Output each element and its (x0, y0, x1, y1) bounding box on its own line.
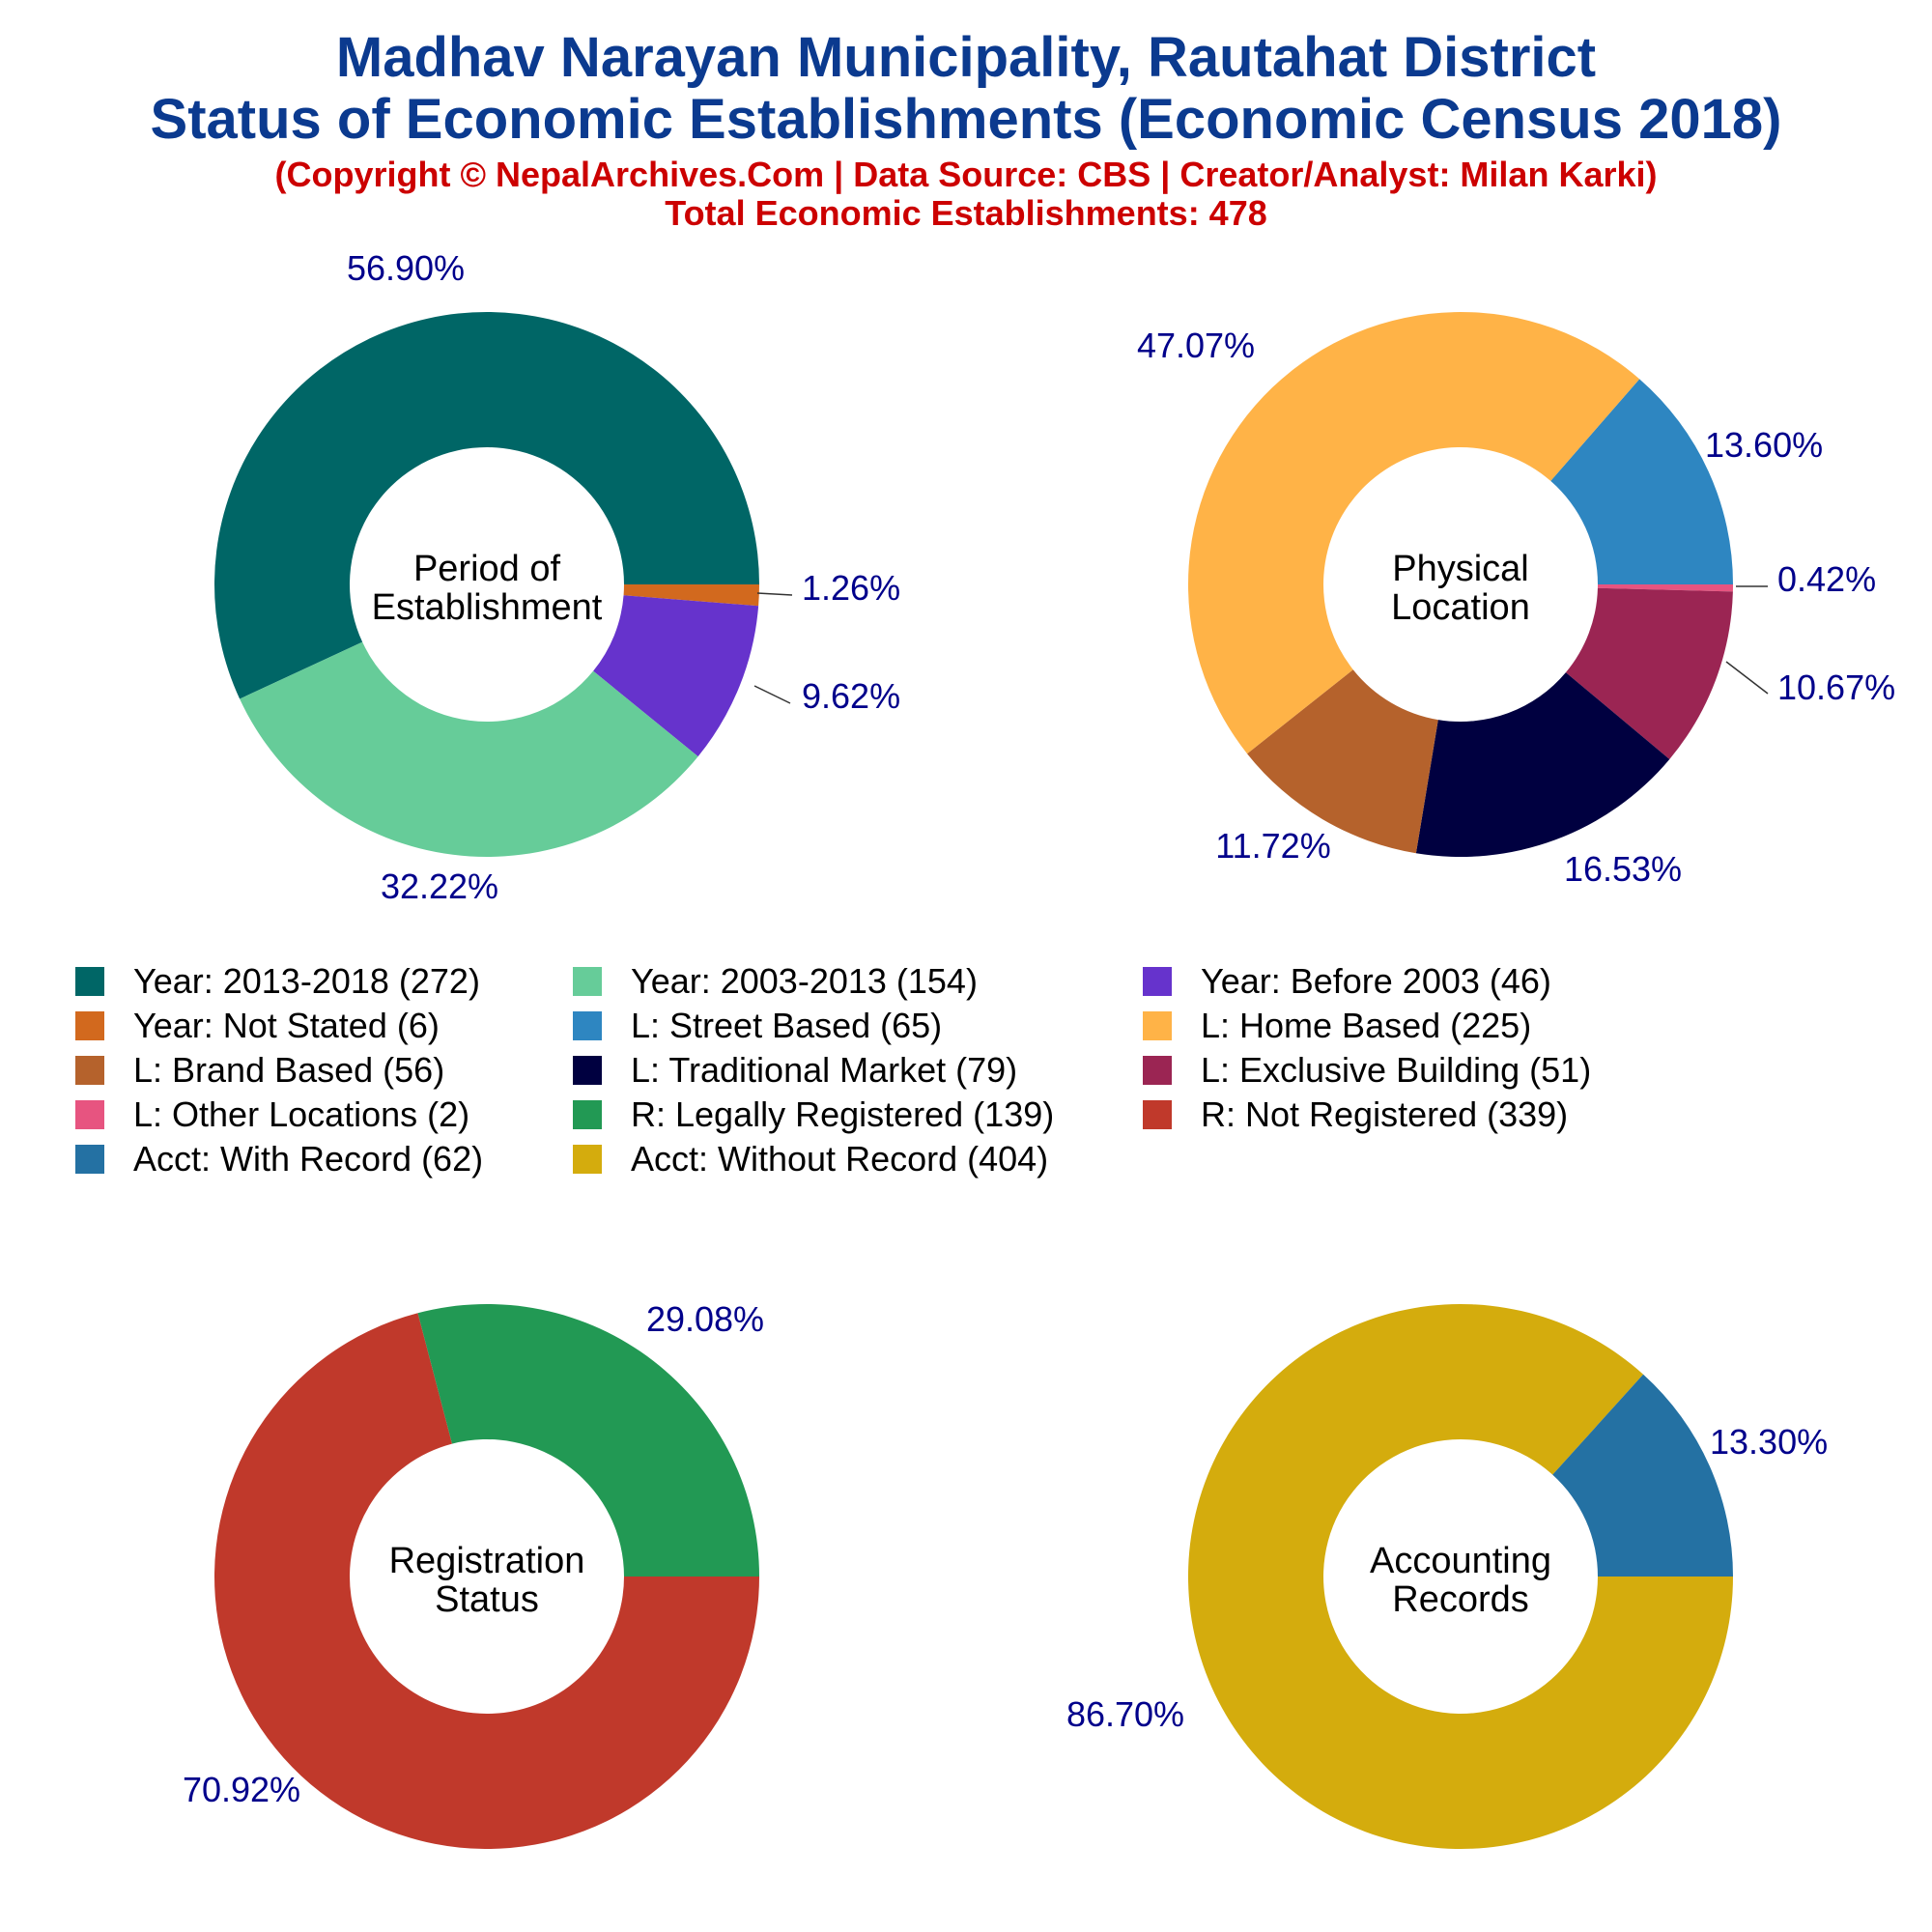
donut-chart-1: 56.90% 1.26% 9.62% 32.22% Period ofEstablish… (214, 248, 900, 906)
donut-center-label: Accounting (1370, 1541, 1551, 1581)
legend-label: L: Traditional Market (79) (631, 1050, 1018, 1090)
legend-item: R: Not Registered (339) (1143, 1094, 1569, 1134)
donut-center-label: Registration (389, 1541, 585, 1581)
legend-label: Year: 2013-2018 (272) (133, 961, 480, 1001)
donut-chart-2: 13.60% 0.42% 10.67% 16.53% 11.72% 47.07% Physi… (1137, 311, 1895, 889)
copyright-subtitle: (Copyright © NepalArchives.Com | Data So… (274, 155, 1658, 194)
donut-center-label: Status (435, 1579, 539, 1620)
slice-percent-label: 16.53% (1564, 849, 1682, 889)
legend-label: R: Not Registered (339) (1201, 1094, 1569, 1134)
slice-percent-label: 47.07% (1137, 326, 1255, 365)
donut-slice (240, 641, 698, 857)
donut-slice (623, 584, 759, 607)
donut-center-label: Location (1391, 587, 1530, 628)
legend-item: Year: Not Stated (6) (75, 1006, 440, 1045)
legend-label: Acct: Without Record (404) (631, 1139, 1049, 1179)
legend-label: Acct: With Record (62) (133, 1139, 484, 1179)
legend-item: Acct: With Record (62) (75, 1139, 484, 1179)
legend-item: Year: 2003-2013 (154) (573, 961, 978, 1001)
legend-swatch (1143, 1011, 1172, 1040)
legend-label: Year: 2003-2013 (154) (631, 961, 978, 1001)
slice-percent-label: 0.42% (1777, 559, 1876, 599)
donut-slice (593, 595, 759, 757)
label-leader-line (1725, 661, 1769, 695)
label-leader-line (756, 592, 793, 596)
donut-center-label: Physical (1392, 549, 1529, 589)
legend-swatch (573, 1011, 602, 1040)
slice-percent-label: 1.26% (802, 568, 900, 608)
legend-swatch (1143, 1100, 1172, 1129)
donut-slice (214, 312, 759, 699)
legend-label: Year: Before 2003 (46) (1201, 961, 1551, 1001)
donut-slice (417, 1304, 759, 1577)
slice-percent-label: 29.08% (646, 1299, 764, 1339)
legend-swatch (75, 1011, 104, 1040)
legend-item: L: Traditional Market (79) (573, 1050, 1018, 1090)
donut-slice (213, 1313, 759, 1849)
donut-slice (1247, 669, 1438, 854)
slice-percent-label: 70.92% (183, 1770, 300, 1809)
legend-swatch (75, 1056, 104, 1085)
legend-swatch (573, 1056, 602, 1085)
slice-percent-label: 86.70% (1066, 1694, 1184, 1734)
legend-swatch (75, 1145, 104, 1174)
donut-slice (1187, 1304, 1734, 1849)
slice-percent-label: 56.90% (347, 248, 465, 288)
donut-slice (1550, 379, 1733, 584)
legend-item: Year: Before 2003 (46) (1143, 961, 1551, 1001)
donut-center-label: Establishment (372, 587, 603, 628)
slice-percent-label: 13.30% (1710, 1422, 1828, 1462)
donut-slice (1597, 584, 1733, 592)
chart-title-line1: Madhav Narayan Municipality, Rautahat Di… (335, 26, 1597, 89)
slice-percent-label: 10.67% (1777, 668, 1895, 707)
label-leader-line (753, 685, 791, 704)
donut-slice (1415, 672, 1670, 857)
legend-label: Year: Not Stated (6) (133, 1006, 440, 1045)
legend-label: L: Brand Based (56) (133, 1050, 445, 1090)
legend-item: L: Street Based (65) (573, 1006, 943, 1045)
legend-label: L: Home Based (225) (1201, 1006, 1532, 1045)
legend-label: L: Street Based (65) (631, 1006, 943, 1045)
donut-center-label: Period of (413, 549, 561, 589)
legend-item: Acct: Without Record (404) (573, 1139, 1049, 1179)
legend-swatch (75, 1100, 104, 1129)
slice-percent-label: 11.72% (1215, 826, 1330, 866)
legend-swatch (75, 967, 104, 996)
legend-item: R: Legally Registered (139) (573, 1094, 1055, 1134)
legend-label: L: Other Locations (2) (133, 1094, 470, 1134)
legend-label: L: Exclusive Building (51) (1201, 1050, 1592, 1090)
legend-item: Year: 2013-2018 (272) (75, 961, 480, 1001)
total-subtitle: Total Economic Establishments: 478 (665, 193, 1267, 233)
chart-title-line2: Status of Economic Establishments (Econo… (150, 88, 1782, 151)
legend-item: L: Home Based (225) (1143, 1006, 1532, 1045)
legend-item: L: Brand Based (56) (75, 1050, 445, 1090)
legend-item: L: Other Locations (2) (75, 1094, 470, 1134)
legend-swatch (1143, 1056, 1172, 1085)
legend-swatch (573, 1100, 602, 1129)
donut-slice (1552, 1374, 1733, 1577)
legend-swatch (573, 1145, 602, 1174)
donut-slice (1565, 587, 1733, 759)
legend-item: L: Exclusive Building (51) (1143, 1050, 1592, 1090)
donut-center-label: Records (1392, 1579, 1529, 1620)
donut-slice (1188, 311, 1640, 754)
legend-swatch (573, 967, 602, 996)
slice-percent-label: 9.62% (802, 676, 900, 716)
legend-label: R: Legally Registered (139) (631, 1094, 1055, 1134)
legend-swatch (1143, 967, 1172, 996)
slice-percent-label: 13.60% (1705, 425, 1823, 465)
slice-percent-label: 32.22% (381, 867, 498, 906)
